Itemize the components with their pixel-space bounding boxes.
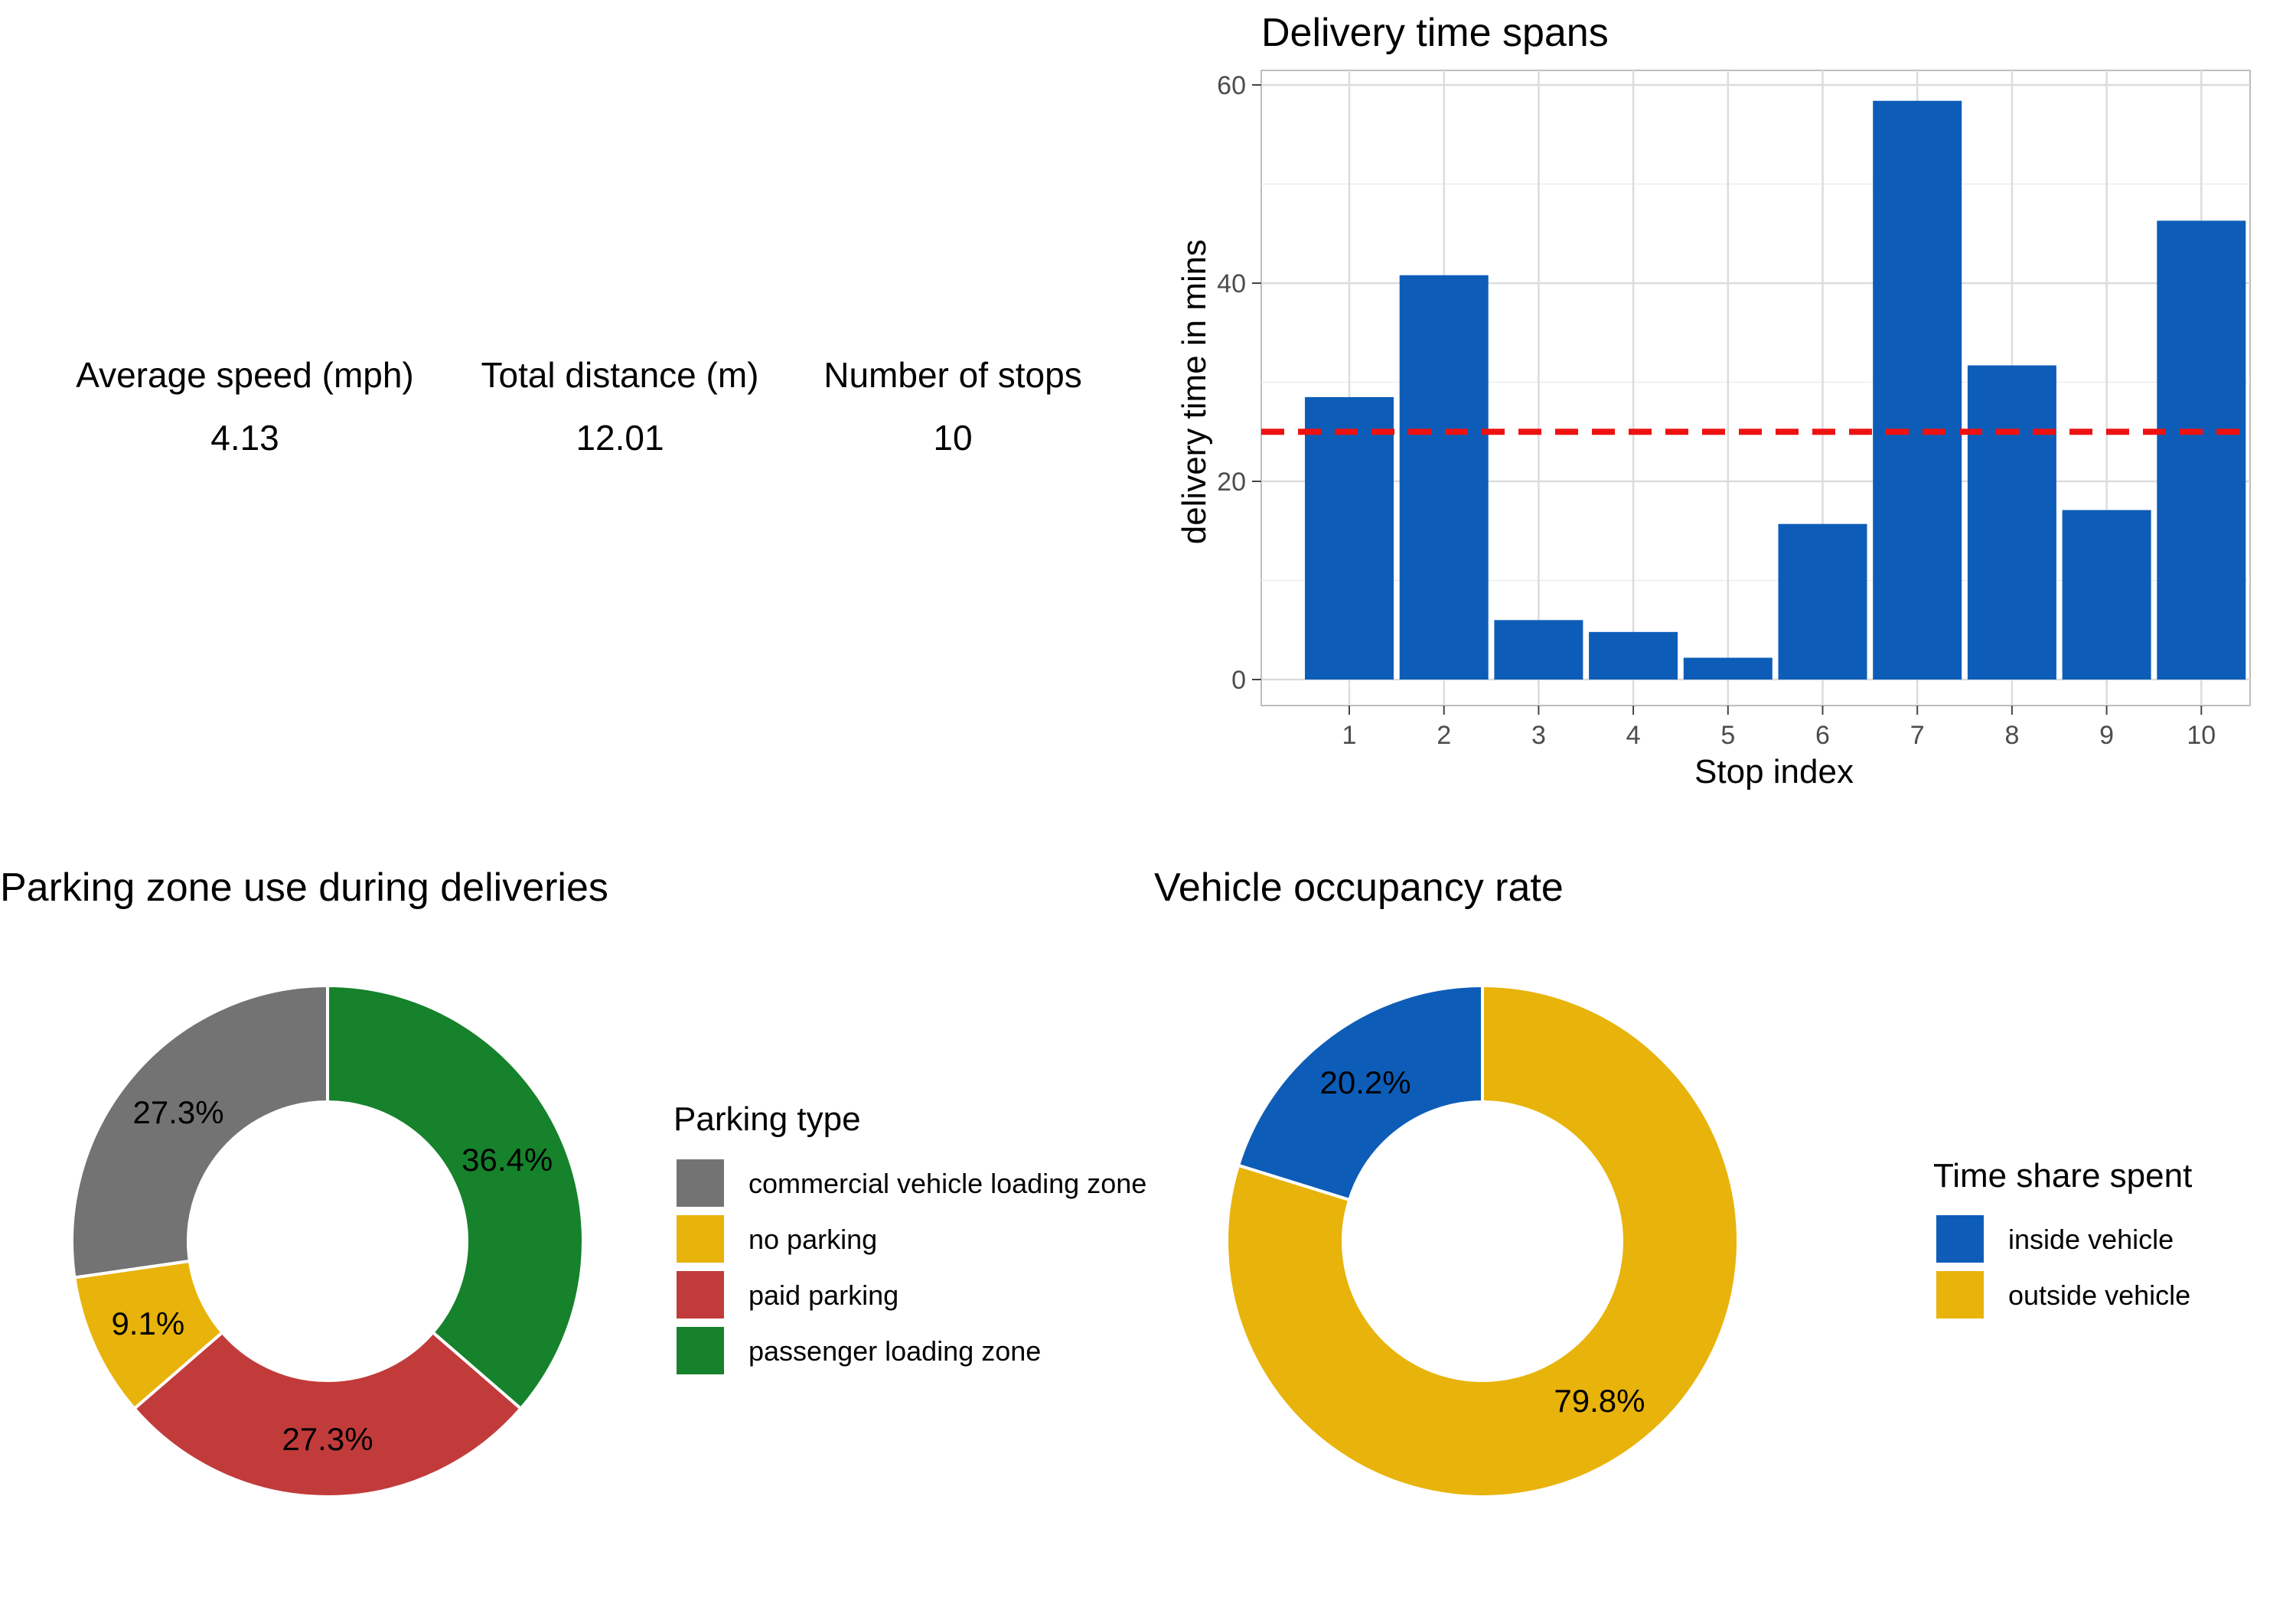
bar	[1305, 396, 1394, 680]
y-tick-label: 40	[1217, 269, 1246, 298]
legend-key	[1936, 1215, 1984, 1263]
legend-key	[677, 1159, 724, 1207]
y-tick-label: 60	[1217, 71, 1246, 100]
slice-label: 79.8%	[1554, 1383, 1645, 1419]
x-tick-label: 9	[2099, 721, 2114, 750]
legend-key	[677, 1327, 724, 1374]
y-tick-label: 20	[1217, 468, 1246, 497]
donut-slice	[326, 983, 585, 1411]
x-tick-label: 7	[1910, 721, 1925, 750]
donut-slice	[132, 1330, 523, 1498]
parking-chart-title: Parking zone use during deliveries	[0, 865, 608, 910]
bar	[1778, 523, 1867, 680]
bar	[1399, 275, 1489, 680]
stat-value: 12.01	[576, 418, 664, 458]
slice-label: 27.3%	[132, 1094, 223, 1130]
occupancy-legend-title: Time share spent	[1933, 1157, 2192, 1195]
vehicle-occupancy-donut-chart: Vehicle occupancy rate 79.8% 20.2% Time s…	[1154, 865, 2192, 1498]
slice-label: 20.2%	[1319, 1064, 1411, 1100]
legend-label: paid parking	[748, 1279, 899, 1311]
x-tick-label: 10	[2187, 721, 2216, 750]
parking-legend-title: Parking type	[673, 1100, 861, 1138]
legend-key	[1936, 1271, 1984, 1319]
slice-label: 9.1%	[111, 1305, 184, 1341]
bar	[1967, 365, 2056, 680]
x-tick-label: 1	[1342, 721, 1357, 750]
legend-key	[677, 1271, 724, 1319]
x-tick-label: 5	[1720, 721, 1735, 750]
stat-block: Average speed (mph) 4.13	[61, 357, 429, 455]
donut-slice	[1236, 983, 1484, 1202]
legend-key	[677, 1215, 724, 1263]
x-tick-label: 2	[1437, 721, 1451, 750]
x-axis-label: Stop index	[1694, 753, 1854, 790]
x-tick-label: 6	[1815, 721, 1830, 750]
donut-slice	[70, 983, 329, 1279]
x-tick-label: 3	[1531, 721, 1546, 750]
donut-slice	[1225, 983, 1740, 1498]
slice-label: 36.4%	[461, 1142, 553, 1178]
y-axis-label: delivery time in mins	[1176, 240, 1213, 545]
legend-label: commercial vehicle loading zone	[748, 1168, 1146, 1199]
stat-block: Number of stops 10	[769, 357, 1137, 455]
legend-label: outside vehicle	[2008, 1279, 2190, 1311]
stat-block: Total distance (m) 12.01	[436, 357, 804, 455]
delivery-time-bar-chart: Delivery time spans 0 20 40 60 1 2 3 4 5 6 7 8 9 10 S…	[1176, 11, 2251, 790]
parking-zone-donut-chart: Parking zone use during deliveries 36.4%…	[0, 865, 1146, 1498]
occupancy-chart-title: Vehicle occupancy rate	[1154, 865, 1564, 910]
legend-label: inside vehicle	[2008, 1224, 2174, 1255]
bar	[2062, 510, 2151, 680]
stat-value: 4.13	[210, 418, 279, 458]
bar	[2157, 220, 2246, 680]
bar-chart-title: Delivery time spans	[1261, 11, 1609, 55]
stat-label: Average speed (mph)	[76, 355, 414, 395]
x-tick-label: 4	[1626, 721, 1641, 750]
slice-label: 27.3%	[282, 1421, 373, 1457]
legend-label: no parking	[748, 1224, 877, 1255]
bar	[1873, 100, 1962, 680]
legend-label: passenger loading zone	[748, 1335, 1041, 1367]
bar	[1683, 657, 1773, 680]
bar	[1589, 631, 1678, 680]
stat-label: Number of stops	[823, 355, 1082, 395]
bar	[1494, 620, 1583, 680]
stat-label: Total distance (m)	[481, 355, 759, 395]
y-tick-label: 0	[1231, 666, 1246, 695]
stat-value: 10	[933, 418, 973, 458]
x-tick-label: 8	[2004, 721, 2019, 750]
